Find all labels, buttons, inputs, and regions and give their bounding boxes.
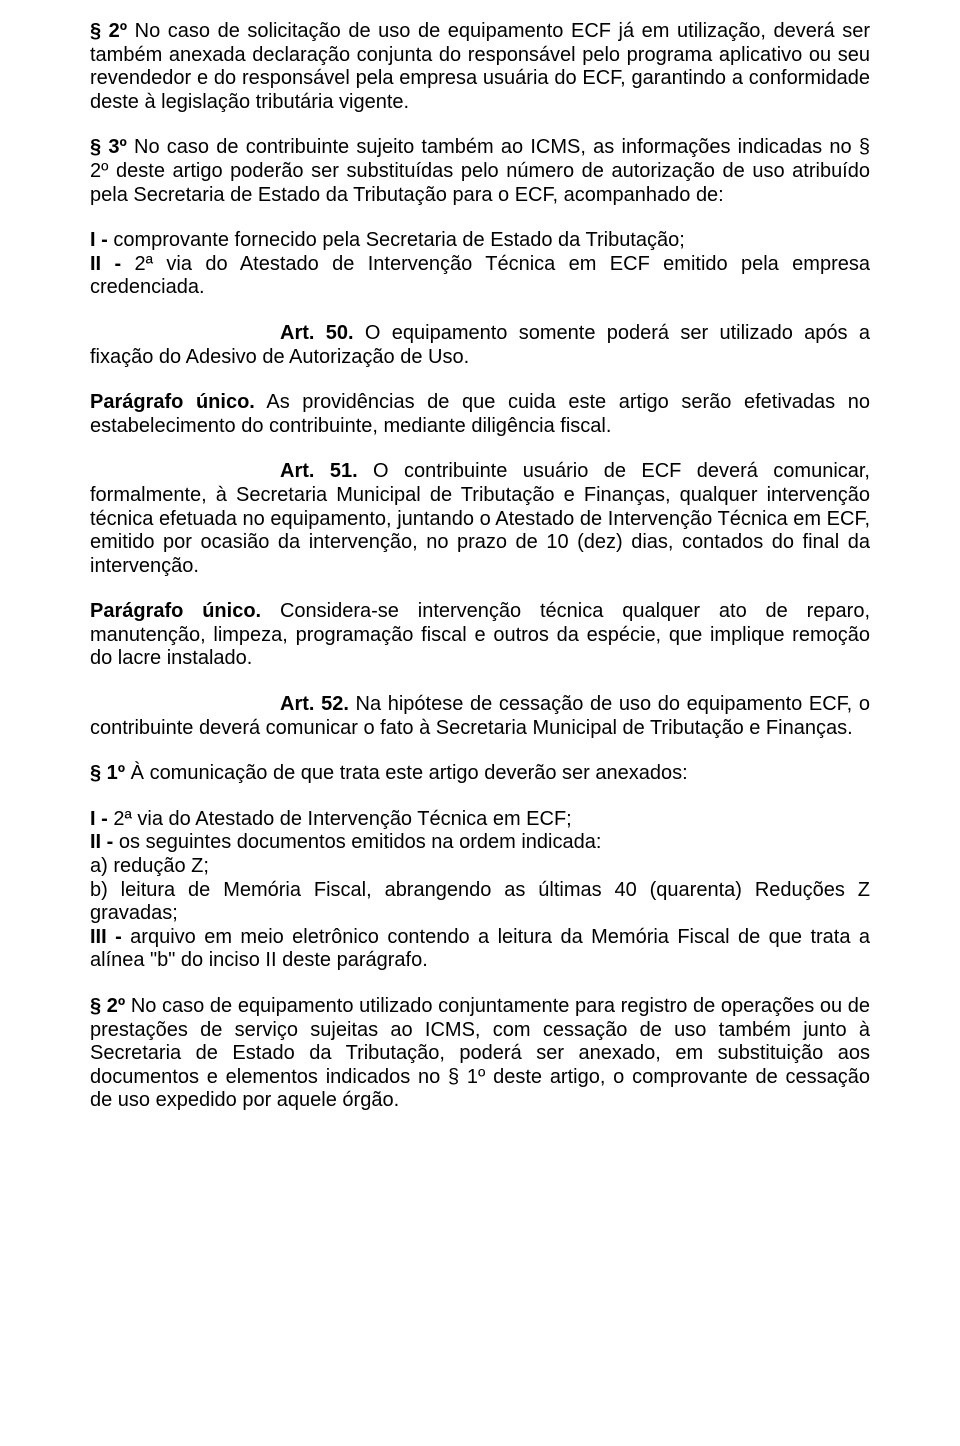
- lead-art52: Art. 52.: [280, 693, 349, 715]
- list-ii-bold: II -: [90, 831, 113, 853]
- paragraph-art51: Art. 51. O contribuinte usuário de ECF d…: [90, 460, 870, 578]
- text-s2f: No caso de equipamento utilizado conjunt…: [90, 995, 870, 1111]
- paragraph-list-incisos: I - 2ª via do Atestado de Intervenção Té…: [90, 808, 870, 973]
- text-art52: Na hipótese de cessação de uso do equipa…: [90, 693, 870, 739]
- paragraph-art50: Art. 50. O equipamento somente poderá se…: [90, 322, 870, 369]
- text-i: comprovante fornecido pela Secretaria de…: [108, 229, 685, 251]
- list-i-text: 2ª via do Atestado de Intervenção Técnic…: [108, 808, 572, 830]
- lead-i: I -: [90, 229, 108, 251]
- list-ii-text: os seguintes documentos emitidos na orde…: [113, 831, 601, 853]
- paragraph-s1-anexados: § 1º À comunicação de que trata este art…: [90, 762, 870, 786]
- list-b-text: b) leitura de Memória Fiscal, abrangendo…: [90, 879, 870, 925]
- paragraph-pu1: Parágrafo único. As providências de que …: [90, 391, 870, 438]
- lead-s1: § 1º: [90, 762, 125, 784]
- lead-ii: II -: [90, 253, 121, 275]
- lead-art50: Art. 50.: [280, 322, 354, 344]
- lead-s3: § 3º: [90, 136, 127, 158]
- paragraph-pu2: Parágrafo único. Considera-se intervençã…: [90, 600, 870, 671]
- list-iii-text: arquivo em meio eletrônico contendo a le…: [90, 926, 870, 972]
- lead-s2: § 2º: [90, 20, 127, 42]
- text-ii: 2ª via do Atestado de Intervenção Técnic…: [90, 253, 870, 299]
- paragraph-s3: § 3º No caso de contribuinte sujeito tam…: [90, 136, 870, 207]
- paragraph-s2: § 2º No caso de solicitação de uso de eq…: [90, 20, 870, 114]
- list-i-bold: I -: [90, 808, 108, 830]
- paragraph-art52: Art. 52. Na hipótese de cessação de uso …: [90, 693, 870, 740]
- list-a-text: a) redução Z;: [90, 855, 209, 877]
- text-art50: O equipamento somente poderá ser utiliza…: [90, 322, 870, 368]
- lead-art51: Art. 51.: [280, 460, 358, 482]
- paragraph-incisos-1: I - comprovante fornecido pela Secretari…: [90, 229, 870, 300]
- lead-pu2: Parágrafo único.: [90, 600, 261, 622]
- paragraph-s2-final: § 2º No caso de equipamento utilizado co…: [90, 995, 870, 1113]
- lead-s2f: § 2º: [90, 995, 125, 1017]
- text-art51: O contribuinte usuário de ECF deverá com…: [90, 460, 870, 576]
- text-s1: À comunicação de que trata este artigo d…: [125, 762, 688, 784]
- text-s3: No caso de contribuinte sujeito também a…: [90, 136, 870, 205]
- text-s2: No caso de solicitação de uso de equipam…: [90, 20, 870, 113]
- lead-pu1: Parágrafo único.: [90, 391, 255, 413]
- list-iii-bold: III -: [90, 926, 122, 948]
